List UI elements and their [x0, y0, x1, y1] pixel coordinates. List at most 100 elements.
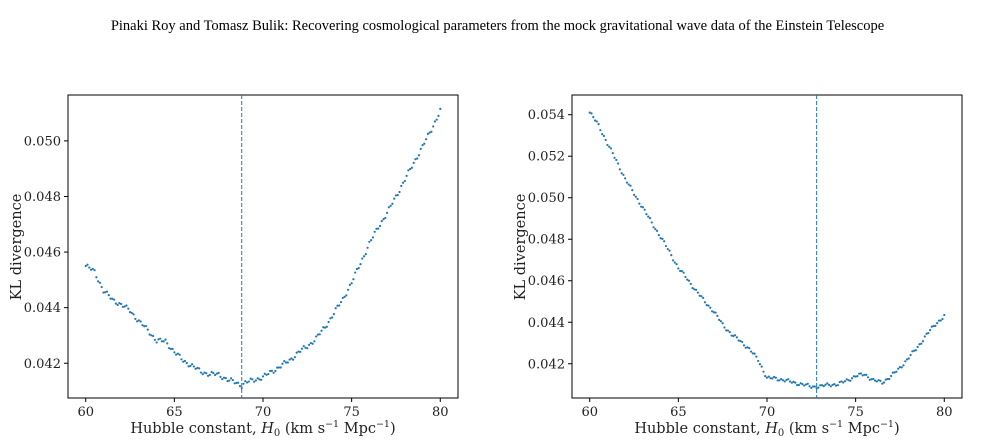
right-data-point: [822, 385, 825, 388]
right-data-point: [590, 112, 593, 115]
right-data-point: [703, 301, 707, 304]
right-data-point: [712, 311, 715, 314]
left-data-point: [155, 341, 158, 344]
right-data-point: [927, 331, 930, 335]
left-data-point: [359, 263, 362, 266]
left-data-point: [233, 382, 236, 385]
right-data-point: [920, 342, 923, 345]
right-data-point: [923, 335, 926, 338]
left-ticks: 60 65 70 75 80 0.042 0.044 0.046 0.048 0.050: [24, 134, 449, 420]
left-data-point: [309, 341, 312, 345]
right-data-point: [941, 317, 944, 321]
left-data-point: [137, 319, 141, 322]
left-data-point: [240, 386, 243, 390]
left-data-point: [212, 371, 215, 375]
left-data-point: [370, 239, 373, 242]
left-data-point: [300, 347, 304, 350]
left-data-point: [189, 364, 192, 367]
left-x-tick-label: 75: [343, 405, 360, 420]
left-data-point: [297, 350, 300, 353]
left-data-point: [194, 367, 197, 370]
left-y-tick-label: 0.048: [24, 190, 61, 205]
left-data-point: [190, 363, 194, 366]
right-data-point: [595, 120, 598, 123]
left-data-point: [364, 253, 367, 256]
right-data-point: [687, 279, 691, 282]
left-data-point: [183, 359, 187, 363]
right-data-point: [753, 352, 756, 355]
right-data-point: [776, 379, 779, 382]
left-data-point: [279, 366, 282, 369]
left-data-point: [164, 338, 167, 341]
left-x-axis-label: Hubble constant, H0 (km s−1 Mpc−1): [130, 419, 395, 439]
right-data-point: [643, 208, 646, 211]
right-data-point: [888, 377, 891, 381]
left-data-point: [118, 302, 121, 305]
left-data-point: [341, 296, 344, 300]
right-data-point: [827, 383, 831, 386]
right-data-point: [788, 380, 792, 383]
left-data-point: [380, 219, 383, 223]
right-data-point: [796, 384, 799, 387]
left-data-point: [121, 305, 125, 308]
right-data-point: [820, 384, 824, 387]
right-data-point: [741, 340, 744, 344]
right-data-point: [655, 229, 659, 232]
left-data-point: [89, 268, 93, 271]
left-data-point: [302, 345, 305, 348]
left-data-point: [265, 373, 268, 376]
right-data-point: [774, 376, 777, 379]
left-data-point: [148, 333, 151, 336]
right-data-point: [718, 318, 721, 321]
right-data-point: [746, 346, 749, 349]
left-data-point: [109, 297, 112, 300]
left-data-point: [329, 317, 332, 320]
right-data-point: [803, 384, 806, 387]
right-ticks: 60 65 70 75 80 0.042 0.044 0.046 0.048 0.050 0.052…: [528, 108, 953, 420]
left-data-point: [277, 366, 281, 369]
right-data-point: [668, 249, 671, 252]
right-data-point: [620, 172, 623, 175]
left-data-point: [270, 369, 273, 372]
left-data-point: [238, 384, 242, 388]
right-data-point: [870, 378, 873, 381]
right-data-point: [641, 206, 645, 209]
left-data-point: [143, 325, 146, 328]
right-data-point: [613, 156, 616, 159]
left-data-point: [258, 378, 261, 381]
left-data-point: [398, 190, 401, 194]
right-data-point: [664, 244, 668, 248]
right-data-point: [762, 370, 765, 373]
right-data-point: [624, 177, 627, 180]
right-data-point: [893, 371, 896, 374]
left-data-point: [242, 382, 245, 385]
left-data-point: [304, 346, 307, 349]
left-data-point: [219, 375, 222, 378]
right-data-point: [622, 173, 625, 176]
left-data-point: [435, 118, 438, 121]
right-data-point: [928, 329, 932, 332]
right-data-point: [744, 346, 747, 349]
right-data-point: [640, 205, 643, 208]
right-data-point: [772, 375, 776, 379]
left-data-point: [313, 340, 316, 343]
right-data-point: [604, 138, 607, 142]
right-data-point: [631, 189, 634, 192]
right-data-point: [634, 195, 637, 198]
left-data-point: [214, 373, 217, 377]
left-data-point: [385, 211, 389, 214]
left-data-point: [253, 380, 256, 383]
right-data-point: [881, 382, 884, 385]
left-data-point: [267, 372, 270, 376]
right-data-point: [661, 237, 664, 240]
right-y-tick-label: 0.044: [528, 316, 565, 331]
right-data-point: [760, 365, 763, 368]
right-data-point: [838, 380, 841, 384]
right-data-point: [716, 314, 719, 317]
left-data-point: [394, 194, 398, 197]
right-data-point: [608, 145, 611, 148]
left-data-point: [327, 320, 330, 324]
left-data-point: [396, 194, 399, 197]
right-data-point: [758, 363, 762, 366]
left-data-point: [437, 114, 440, 117]
